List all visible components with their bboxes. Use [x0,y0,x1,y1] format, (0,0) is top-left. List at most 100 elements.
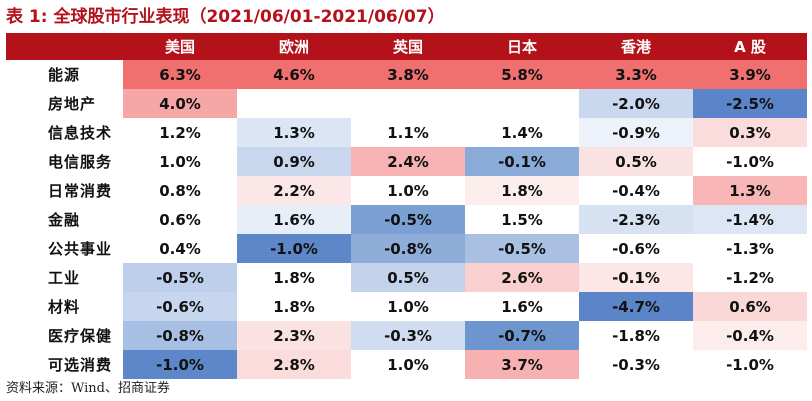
value-cell: 4.0% [123,89,237,118]
value-cell: -1.0% [123,350,237,379]
table-row: 工业 -0.5% 1.8% 0.5% 2.6% -0.1% -1.2% [6,263,807,292]
header-corner [6,33,123,60]
value-cell: 2.6% [465,263,579,292]
value-cell: 3.3% [579,60,693,89]
value-cell: 2.4% [351,147,465,176]
value-cell: 1.3% [237,118,351,147]
value-cell: 1.6% [465,292,579,321]
value-cell: 1.4% [465,118,579,147]
value-cell: 3.9% [693,60,807,89]
value-cell: 1.6% [237,205,351,234]
value-cell: -0.5% [465,234,579,263]
value-cell: 0.6% [693,292,807,321]
value-cell: -1.0% [693,350,807,379]
value-cell: -0.6% [123,292,237,321]
source-note: 资料来源：Wind、招商证券 [6,381,170,396]
value-cell: -1.8% [579,321,693,350]
table-title: 表 1: 全球股市行业表现（2021/06/01-2021/06/07） [6,7,445,27]
value-cell [351,89,465,118]
value-cell: -1.0% [237,234,351,263]
row-label: 信息技术 [48,124,113,142]
value-cell: 3.8% [351,60,465,89]
value-cell: 1.0% [351,350,465,379]
value-cell: -2.0% [579,89,693,118]
value-cell: 1.0% [351,176,465,205]
header-europe: 欧洲 [237,33,351,60]
table-row: 房地产 4.0% -2.0% -2.5% [6,89,807,118]
value-cell: 0.3% [693,118,807,147]
value-cell: 0.5% [351,263,465,292]
value-cell: 1.8% [237,263,351,292]
value-cell: -0.8% [351,234,465,263]
header-uk: 英国 [351,33,465,60]
value-cell: 2.8% [237,350,351,379]
row-label: 工业 [48,269,81,287]
value-cell: -0.1% [465,147,579,176]
value-cell: 1.3% [693,176,807,205]
value-cell: 1.0% [123,147,237,176]
row-label: 房地产 [48,95,97,113]
value-cell: 1.1% [351,118,465,147]
value-cell: -0.4% [579,176,693,205]
value-cell: -2.5% [693,89,807,118]
table-row: 日常消费 0.8% 2.2% 1.0% 1.8% -0.4% 1.3% [6,176,807,205]
table-row: 能源 6.3% 4.6% 3.8% 5.8% 3.3% 3.9% [6,60,807,89]
table-row: 医疗保健 -0.8% 2.3% -0.3% -0.7% -1.8% -0.4% [6,321,807,350]
row-label: 公共事业 [48,240,113,258]
sector-performance-table: 美国 欧洲 英国 日本 香港 A 股 能源 6.3% 4.6% 3.8% 5.8% 3.3… [6,33,807,379]
value-cell: 0.4% [123,234,237,263]
value-cell [465,89,579,118]
row-label: 电信服务 [48,153,113,171]
value-cell: 1.2% [123,118,237,147]
row-label: 可选消费 [48,356,113,374]
table-row: 信息技术 1.2% 1.3% 1.1% 1.4% -0.9% 0.3% [6,118,807,147]
row-label: 能源 [48,66,81,84]
table-row: 电信服务 1.0% 0.9% 2.4% -0.1% 0.5% -1.0% [6,147,807,176]
value-cell: -1.4% [693,205,807,234]
value-cell: 1.5% [465,205,579,234]
value-cell: -2.3% [579,205,693,234]
header-a-share: A 股 [693,33,807,60]
value-cell: -0.5% [123,263,237,292]
value-cell: -1.0% [693,147,807,176]
value-cell: 4.6% [237,60,351,89]
value-cell: 0.6% [123,205,237,234]
value-cell: -0.6% [579,234,693,263]
value-cell: -0.3% [351,321,465,350]
value-cell: -0.8% [123,321,237,350]
value-cell: 1.8% [237,292,351,321]
row-label: 医疗保健 [48,327,113,345]
value-cell: 6.3% [123,60,237,89]
row-label: 金融 [48,211,81,229]
value-cell: 1.0% [351,292,465,321]
header-us: 美国 [123,33,237,60]
value-cell: 3.7% [465,350,579,379]
value-cell: -1.3% [693,234,807,263]
table-row: 材料 -0.6% 1.8% 1.0% 1.6% -4.7% 0.6% [6,292,807,321]
value-cell: 0.8% [123,176,237,205]
header-row: 美国 欧洲 英国 日本 香港 A 股 [6,33,807,60]
table-body: 能源 6.3% 4.6% 3.8% 5.8% 3.3% 3.9% 房地产 4.0% -2.0% -2… [6,60,807,379]
value-cell: 2.3% [237,321,351,350]
value-cell: 0.5% [579,147,693,176]
value-cell: -1.2% [693,263,807,292]
value-cell: 1.8% [465,176,579,205]
table-row: 可选消费 -1.0% 2.8% 1.0% 3.7% -0.3% -1.0% [6,350,807,379]
value-cell [237,89,351,118]
value-cell: -4.7% [579,292,693,321]
row-label: 材料 [48,298,81,316]
header-japan: 日本 [465,33,579,60]
value-cell: -0.4% [693,321,807,350]
table-row: 金融 0.6% 1.6% -0.5% 1.5% -2.3% -1.4% [6,205,807,234]
table-row: 公共事业 0.4% -1.0% -0.8% -0.5% -0.6% -1.3% [6,234,807,263]
value-cell: -0.7% [465,321,579,350]
value-cell: -0.1% [579,263,693,292]
value-cell: -0.9% [579,118,693,147]
row-label: 日常消费 [48,182,113,200]
value-cell: 2.2% [237,176,351,205]
value-cell: 0.9% [237,147,351,176]
value-cell: 5.8% [465,60,579,89]
header-hongkong: 香港 [579,33,693,60]
value-cell: -0.3% [579,350,693,379]
value-cell: -0.5% [351,205,465,234]
